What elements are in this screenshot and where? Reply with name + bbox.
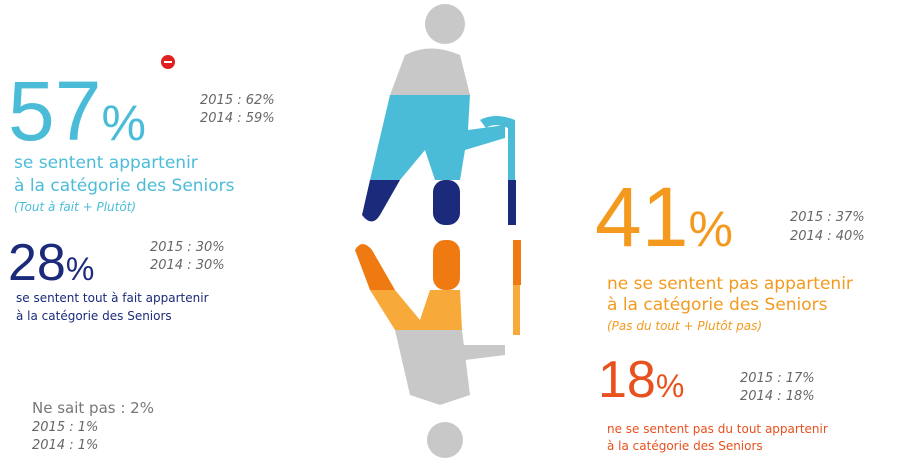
label: se sentent tout à fait appartenir (16, 291, 209, 305)
note: (Tout à fait + Plutôt) (14, 200, 136, 214)
history: 2015 : 17% (740, 371, 815, 386)
label: à la catégorie des Seniors (607, 295, 828, 315)
history: 2014 : 59% (200, 111, 275, 126)
history: 2015 : 30% (150, 240, 225, 255)
label: ne se sentent pas appartenir (607, 274, 853, 294)
left-main-figure: 57% (8, 64, 146, 158)
label: à la catégorie des Seniors (14, 176, 235, 196)
label: à la catégorie des Seniors (607, 439, 763, 453)
decrease-icon-bar (164, 61, 172, 63)
history: 2014 : 1% (32, 438, 98, 453)
label: à la catégorie des Seniors (16, 309, 172, 323)
unknown-label: Ne sait pas : 2% (32, 399, 154, 417)
history: 2015 : 1% (32, 420, 98, 435)
right-main-figure: 41% (595, 170, 733, 264)
label: se sentent appartenir (14, 153, 198, 173)
history: 2015 : 62% (200, 93, 275, 108)
history: 2014 : 18% (740, 389, 815, 404)
left-sub-figure: 28% (8, 234, 94, 292)
right-sub-figure: 18% (598, 351, 684, 409)
figure (355, 4, 521, 458)
history: 2015 : 37% (790, 210, 865, 225)
history: 2014 : 30% (150, 258, 225, 273)
history: 2014 : 40% (790, 229, 865, 244)
label: ne se sentent pas du tout appartenir (607, 422, 828, 436)
note: (Pas du tout + Plutôt pas) (607, 319, 762, 333)
